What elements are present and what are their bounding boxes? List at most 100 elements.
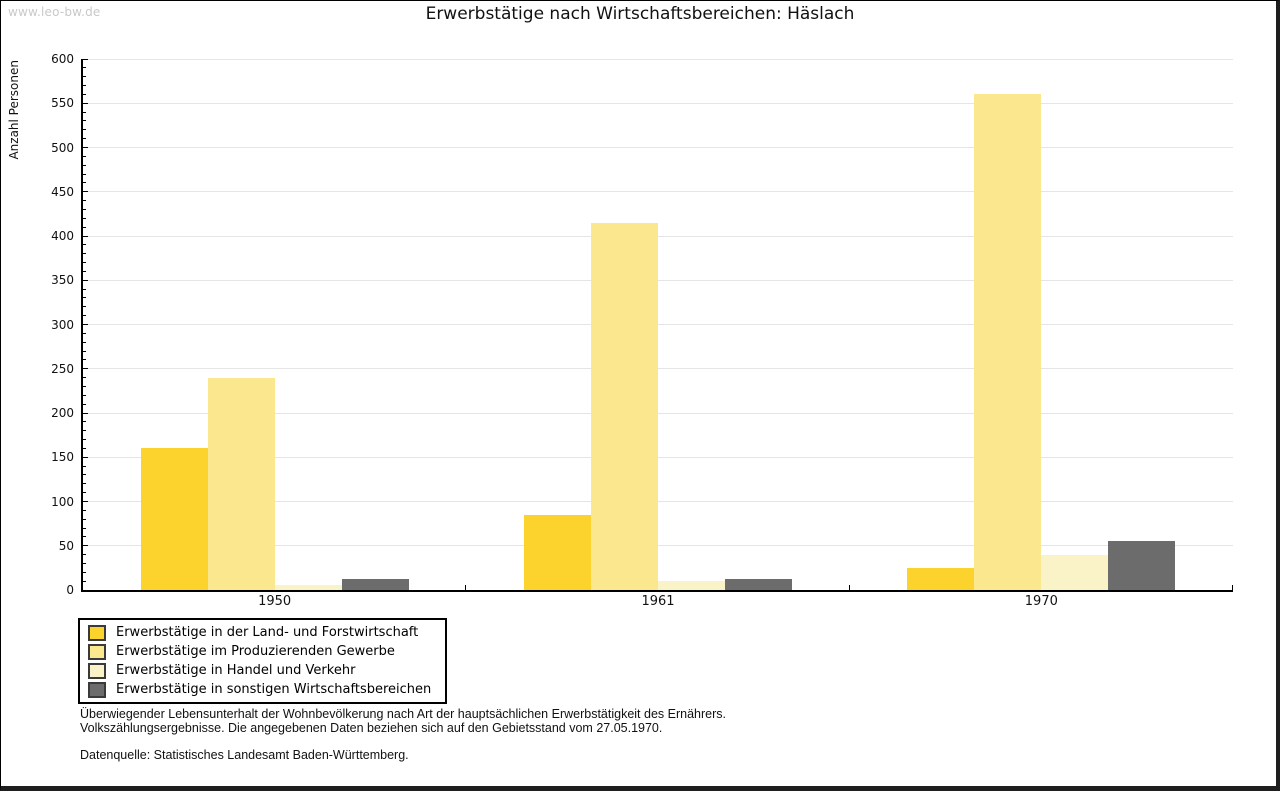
y-major-tick-150 (83, 456, 88, 458)
y-minor-tick-470 (83, 173, 86, 175)
y-minor-tick-310 (83, 315, 86, 317)
y-major-tick-550 (83, 102, 88, 104)
y-major-tick-300 (83, 324, 88, 325)
y-tick-label-300: 300 (51, 317, 74, 332)
y-minor-tick-320 (83, 306, 86, 308)
legend-item-1: Erwerbstätige in der Land- und Forstwirt… (88, 623, 445, 642)
y-minor-tick-180 (83, 430, 86, 432)
y-minor-tick-330 (83, 297, 86, 299)
bar-1950-series-1 (140, 448, 208, 590)
y-tick-label-200: 200 (51, 406, 74, 420)
y-major-tick-100 (83, 501, 88, 502)
y-minor-tick-290 (83, 332, 86, 334)
bar-1970-series-4 (1108, 541, 1176, 590)
y-major-tick-500 (83, 147, 88, 148)
gridline-200 (83, 412, 1233, 414)
y-major-tick-600 (83, 58, 88, 60)
y-minor-tick-480 (83, 164, 86, 166)
x-tick-label-1950: 1950 (258, 594, 292, 609)
y-minor-tick-280 (83, 341, 86, 343)
y-minor-tick-220 (83, 394, 86, 396)
y-minor-tick-90 (83, 509, 86, 511)
y-minor-tick-340 (83, 288, 86, 290)
y-minor-tick-510 (83, 138, 86, 140)
y-tick-label-350: 350 (51, 273, 74, 288)
legend-swatch-3 (88, 662, 106, 679)
y-minor-tick-20 (83, 571, 86, 573)
y-minor-tick-120 (83, 483, 86, 485)
legend-item-2: Erwerbstätige im Produzierenden Gewerbe (88, 642, 445, 661)
y-minor-tick-260 (83, 359, 86, 361)
y-major-tick-350 (83, 279, 88, 281)
y-minor-tick-270 (83, 350, 86, 352)
legend-label-1: Erwerbstätige in der Land- und Forstwirt… (116, 625, 419, 640)
y-minor-tick-540 (83, 111, 86, 113)
bar-1961-series-1 (524, 514, 591, 590)
y-tick-label-550: 550 (51, 96, 74, 111)
y-minor-tick-570 (83, 85, 86, 87)
y-minor-tick-560 (83, 93, 86, 95)
gridline-400 (83, 235, 1233, 237)
gridline-550 (83, 102, 1233, 104)
y-tick-label-0: 0 (66, 583, 74, 597)
x-tick-label-1961: 1961 (641, 594, 675, 609)
legend-item-4: Erwerbstätige in sonstigen Wirtschaftsbe… (88, 680, 445, 699)
gridline-350 (83, 279, 1233, 281)
y-major-tick-250 (83, 368, 88, 370)
bar-1950-series-3 (274, 584, 342, 590)
legend-swatch-2 (88, 643, 106, 660)
legend-swatch-1 (88, 624, 106, 641)
footnote-line-2: Volkszählungsergebnisse. Die angegebenen… (80, 721, 663, 735)
y-tick-label-50: 50 (58, 538, 74, 553)
x-boundary-tick-1 (465, 585, 467, 590)
bar-1970-series-2 (974, 94, 1042, 590)
y-minor-tick-210 (83, 403, 86, 405)
chart-title: Erwerbstätige nach Wirtschaftsbereichen:… (425, 4, 855, 24)
y-tick-label-450: 450 (51, 184, 74, 199)
y-tick-label-500: 500 (51, 140, 74, 155)
bar-1950-series-2 (207, 377, 275, 590)
bar-1970-series-1 (907, 567, 975, 590)
y-major-tick-400 (83, 235, 88, 237)
y-minor-tick-30 (83, 562, 86, 564)
y-minor-tick-380 (83, 253, 86, 255)
y-minor-tick-370 (83, 262, 86, 264)
y-tick-label-100: 100 (51, 494, 74, 509)
gridline-250 (83, 368, 1233, 370)
legend-label-3: Erwerbstätige in Handel und Verkehr (116, 663, 356, 678)
gridline-100 (83, 501, 1233, 502)
y-tick-label-400: 400 (51, 229, 74, 243)
y-axis-label: Anzahl Personen (7, 60, 21, 160)
legend-label-2: Erwerbstätige im Produzierenden Gewerbe (116, 644, 395, 659)
y-major-tick-450 (83, 191, 88, 193)
bar-1961-series-3 (658, 581, 725, 590)
footnote-line-1: Überwiegender Lebensunterhalt der Wohnbe… (80, 707, 726, 721)
y-minor-tick-140 (83, 465, 86, 467)
y-minor-tick-420 (83, 217, 86, 219)
legend-swatch-4 (88, 681, 106, 698)
y-minor-tick-40 (83, 554, 86, 556)
y-minor-tick-390 (83, 244, 86, 246)
footnotes: Überwiegender Lebensunterhalt der Wohnbe… (80, 707, 726, 762)
y-minor-tick-590 (83, 67, 86, 69)
y-tick-label-250: 250 (51, 361, 74, 376)
gridline-450 (83, 191, 1233, 193)
legend: Erwerbstätige in der Land- und Forstwirt… (78, 618, 447, 704)
gridline-50 (83, 545, 1233, 547)
y-minor-tick-580 (83, 76, 86, 78)
y-minor-tick-80 (83, 518, 86, 520)
y-minor-tick-530 (83, 120, 86, 122)
y-minor-tick-170 (83, 439, 86, 441)
x-boundary-tick-2 (848, 585, 850, 590)
y-minor-tick-160 (83, 447, 86, 449)
y-minor-tick-130 (83, 474, 86, 476)
gridline-150 (83, 456, 1233, 458)
x-boundary-tick-3 (1232, 585, 1233, 590)
y-minor-tick-430 (83, 208, 86, 210)
y-minor-tick-460 (83, 182, 86, 184)
bar-1970-series-3 (1041, 554, 1109, 590)
y-minor-tick-190 (83, 421, 86, 423)
y-major-tick-50 (83, 545, 88, 547)
y-minor-tick-10 (83, 580, 86, 582)
